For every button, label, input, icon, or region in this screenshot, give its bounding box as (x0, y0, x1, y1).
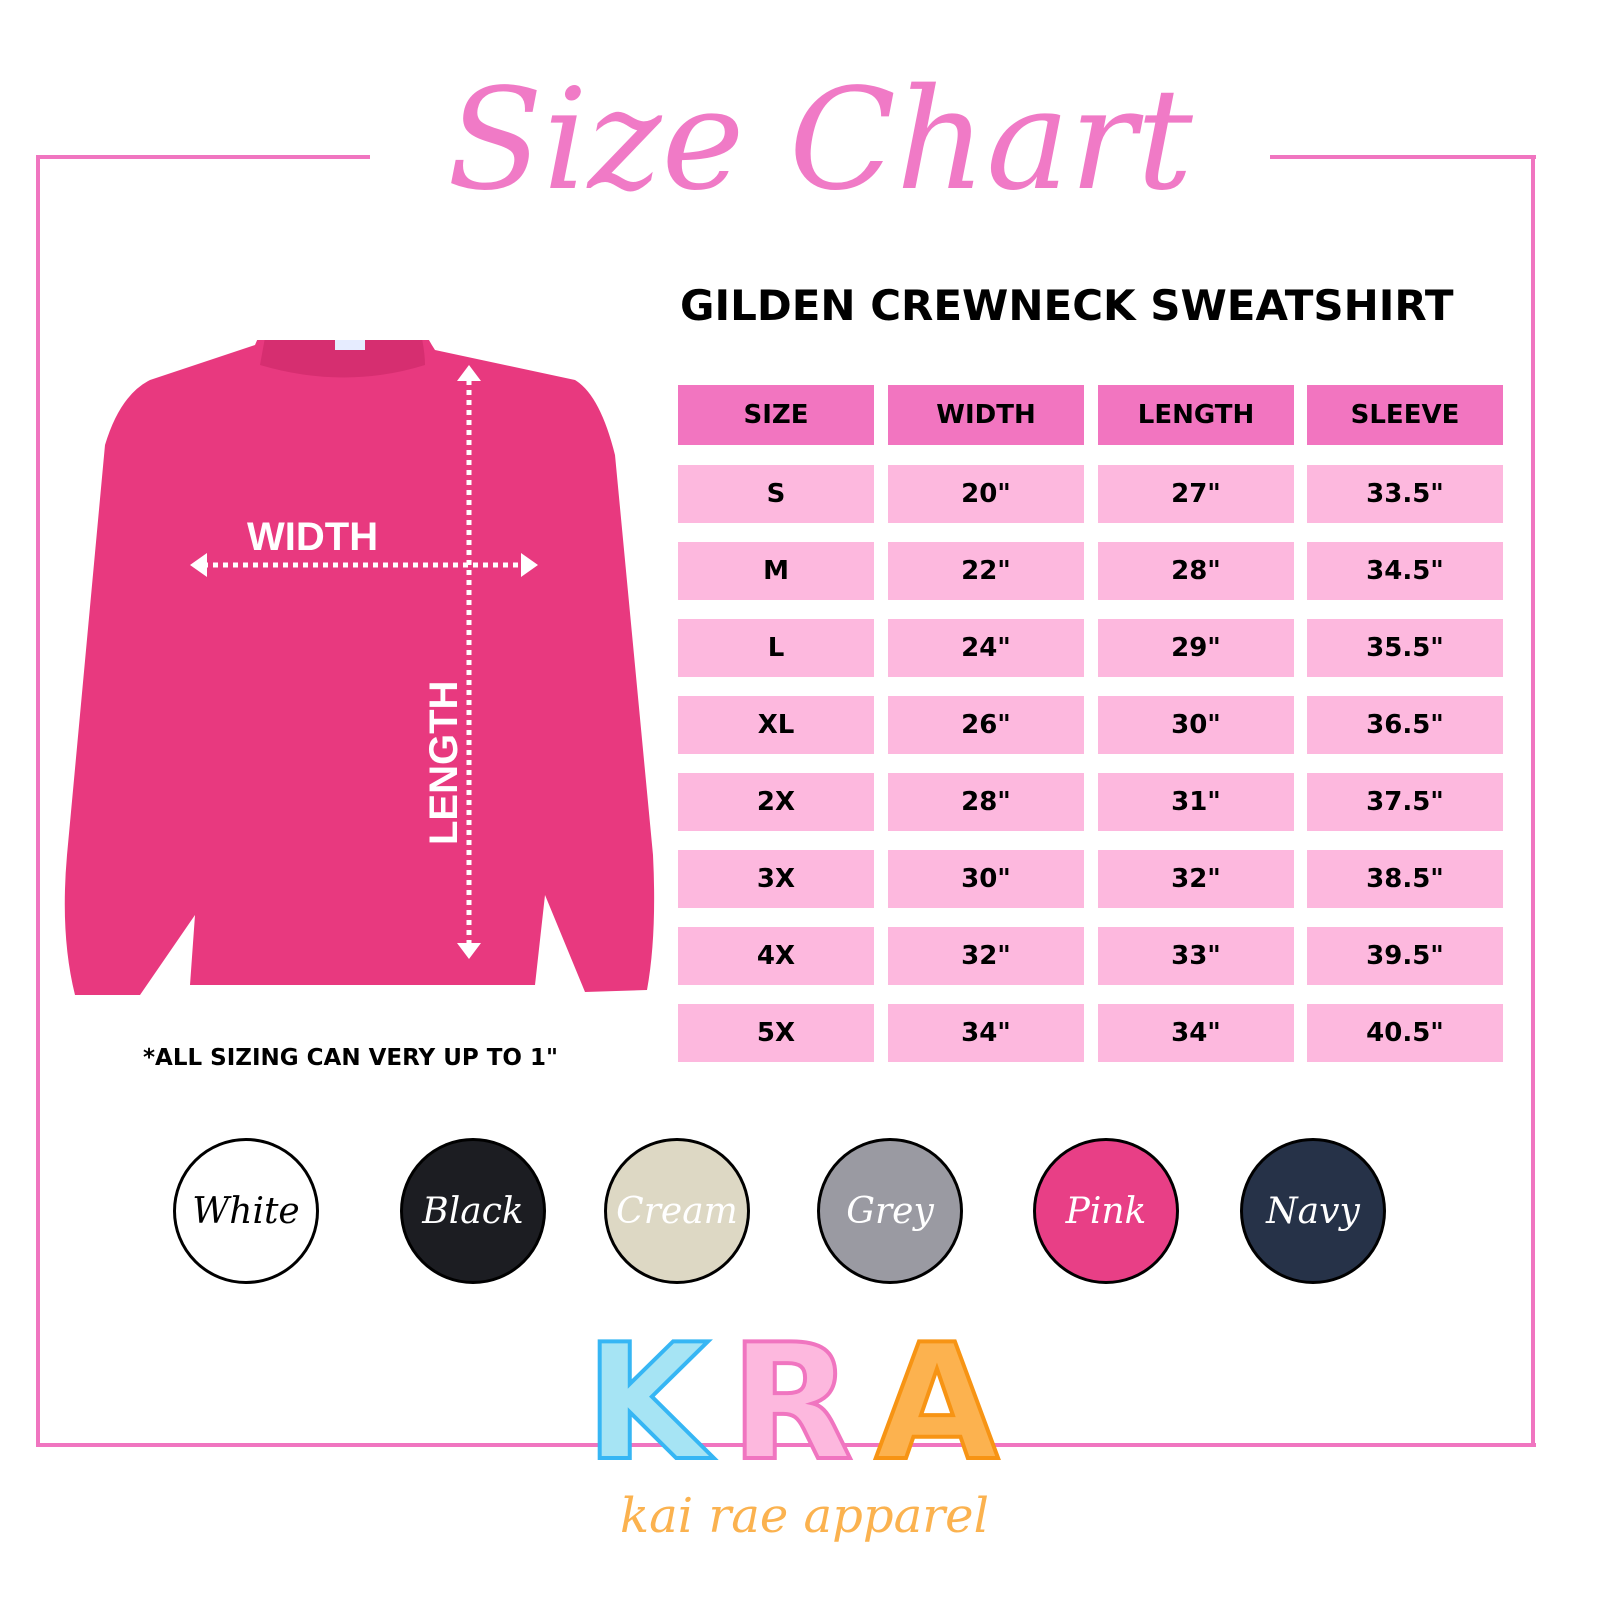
swatch-label: Black (422, 1190, 524, 1232)
table-cell: 5X (678, 1004, 874, 1062)
frame-bottom (36, 1443, 1536, 1447)
table-cell: 24" (888, 619, 1084, 677)
swatch-black[interactable]: Black (400, 1138, 546, 1284)
table-cell: 28" (888, 773, 1084, 831)
table-cell: 2X (678, 773, 874, 831)
column-header-length: LENGTH (1098, 385, 1294, 445)
frame-top-left (36, 155, 370, 159)
page-title: Size Chart (370, 10, 1270, 272)
table-cell: 30" (888, 850, 1084, 908)
table-cell: 34" (888, 1004, 1084, 1062)
table-cell: 32" (888, 927, 1084, 985)
table-cell: 31" (1098, 773, 1294, 831)
logo-tagline: kai rae apparel (620, 1488, 989, 1544)
kra-logo: K R A (585, 1307, 1001, 1474)
table-cell: 22" (888, 542, 1084, 600)
swatch-grey[interactable]: Grey (817, 1138, 963, 1284)
logo-letter-a: A (875, 1309, 999, 1474)
sizing-note: *ALL SIZING CAN VERY UP TO 1" (143, 1045, 558, 1071)
column-header-width: WIDTH (888, 385, 1084, 445)
table-cell: 28" (1098, 542, 1294, 600)
frame-right (1531, 155, 1535, 1447)
table-cell: 4X (678, 927, 874, 985)
table-cell: 3X (678, 850, 874, 908)
table-cell: 33" (1098, 927, 1294, 985)
table-cell: L (678, 619, 874, 677)
table-cell: 26" (888, 696, 1084, 754)
swatch-label: Cream (616, 1190, 738, 1232)
table-cell: 38.5" (1307, 850, 1503, 908)
logo-letter-r: R (730, 1309, 853, 1474)
logo-letter-k: K (585, 1309, 714, 1474)
sweatshirt-shape (64, 340, 655, 995)
table-cell: 20" (888, 465, 1084, 523)
width-label: WIDTH (247, 515, 378, 559)
table-cell: 34" (1098, 1004, 1294, 1062)
swatch-label: Grey (846, 1190, 934, 1232)
swatch-white[interactable]: White (173, 1138, 319, 1284)
swatch-pink[interactable]: Pink (1033, 1138, 1179, 1284)
table-cell: 33.5" (1307, 465, 1503, 523)
table-cell: 29" (1098, 619, 1294, 677)
table-cell: 30" (1098, 696, 1294, 754)
table-cell: 34.5" (1307, 542, 1503, 600)
frame-top-right (1270, 155, 1536, 159)
column-header-size: SIZE (678, 385, 874, 445)
table-cell: 40.5" (1307, 1004, 1503, 1062)
table-cell: 37.5" (1307, 773, 1503, 831)
table-cell: M (678, 542, 874, 600)
table-cell: S (678, 465, 874, 523)
swatch-navy[interactable]: Navy (1240, 1138, 1386, 1284)
swatch-cream[interactable]: Cream (604, 1138, 750, 1284)
product-title: GILDEN CREWNECK SWEATSHIRT (680, 281, 1454, 330)
swatch-label: Pink (1065, 1190, 1147, 1232)
length-label: LENGTH (422, 681, 466, 845)
table-cell: 36.5" (1307, 696, 1503, 754)
table-cell: XL (678, 696, 874, 754)
swatch-label: Navy (1266, 1190, 1360, 1232)
table-cell: 35.5" (1307, 619, 1503, 677)
frame-left (36, 155, 40, 1447)
column-header-sleeve: SLEEVE (1307, 385, 1503, 445)
table-cell: 32" (1098, 850, 1294, 908)
swatch-label: White (192, 1190, 300, 1232)
table-cell: 27" (1098, 465, 1294, 523)
sweatshirt-diagram: WIDTH LENGTH (64, 340, 655, 995)
table-cell: 39.5" (1307, 927, 1503, 985)
